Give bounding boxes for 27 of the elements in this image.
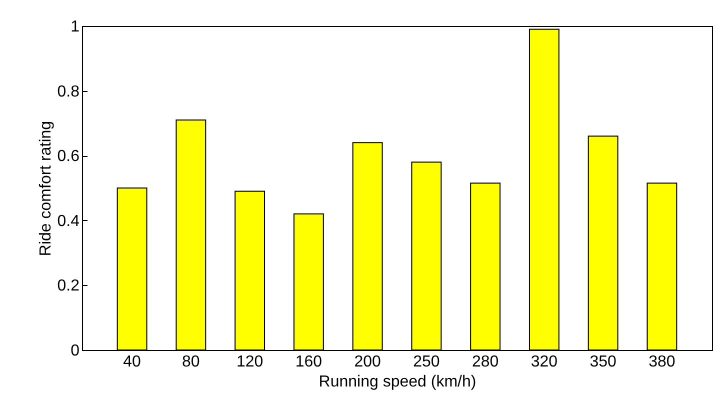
- bar: [588, 136, 618, 350]
- y-tick-label: 0.6: [57, 148, 80, 166]
- x-axis-title: Running speed (km/h): [318, 374, 476, 390]
- bar: [411, 162, 442, 350]
- y-tick-label: 1: [70, 18, 80, 36]
- bar: [470, 182, 501, 350]
- bar: [352, 142, 383, 350]
- y-tick-label: 0.8: [57, 83, 80, 100]
- x-tick-label: 80: [182, 354, 200, 370]
- bar: [234, 190, 266, 350]
- y-tick-label: 0: [70, 342, 80, 360]
- x-tick-label: 280: [472, 354, 499, 370]
- x-tick-label: 160: [295, 354, 322, 370]
- bar: [116, 188, 148, 350]
- y-tick-label: 0.2: [57, 278, 80, 295]
- y-tick-label: 0.4: [57, 212, 80, 230]
- bar: [176, 119, 206, 350]
- x-tick-label: 380: [648, 354, 676, 370]
- x-tick-label: 250: [413, 354, 440, 370]
- y-axis-title: Ride comfort rating: [37, 120, 54, 256]
- x-tick-label: 200: [354, 354, 382, 370]
- bar: [293, 213, 324, 350]
- x-tick-label: 320: [530, 354, 558, 370]
- x-tick-label: 350: [590, 354, 617, 370]
- bar: [646, 182, 678, 350]
- x-tick-label: 120: [236, 354, 264, 370]
- x-tick-label: 40: [123, 354, 142, 370]
